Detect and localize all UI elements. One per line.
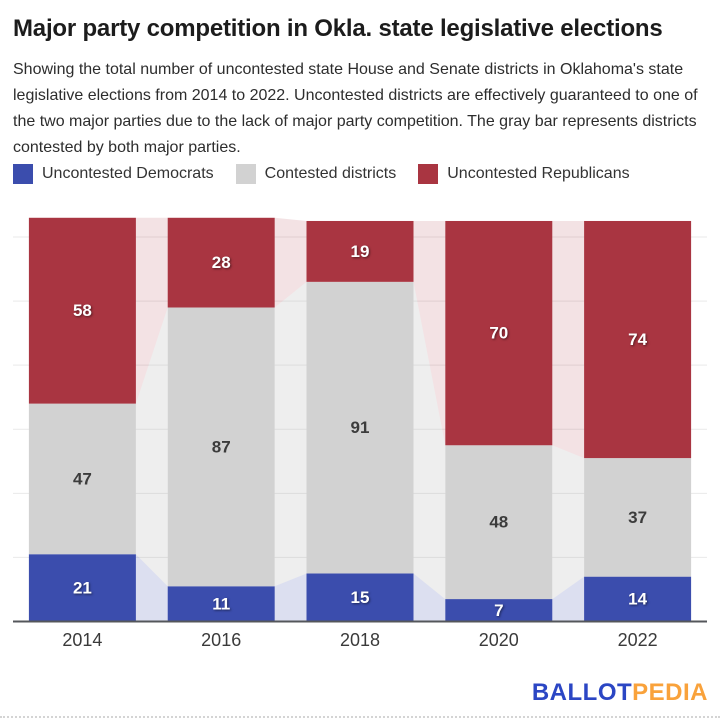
- bar-segment-democrats-2014[interactable]: [28, 554, 136, 622]
- value-label-contested-2018: 91: [351, 418, 370, 437]
- chart-legend: Uncontested Democrats Contested district…: [13, 163, 630, 185]
- legend-item-uncontested-republicans: Uncontested Republicans: [418, 164, 630, 184]
- connector-democrats: [413, 573, 446, 622]
- chart-description: Showing the total number of uncontested …: [13, 61, 698, 156]
- value-label-democrats-2020: 7: [494, 601, 503, 620]
- legend-label: Uncontested Republicans: [447, 165, 630, 182]
- bar-segment-republicans-2014[interactable]: [28, 217, 136, 404]
- bar-segment-republicans-2020[interactable]: [445, 220, 553, 446]
- page-title: Major party competition in Okla. state l…: [13, 15, 663, 42]
- connector-democrats: [274, 573, 307, 622]
- connector-contested: [135, 307, 168, 587]
- bar-segment-democrats-2020[interactable]: [445, 599, 553, 622]
- bar-segment-democrats-2022[interactable]: [584, 576, 692, 622]
- bar-segment-contested-2018[interactable]: [306, 281, 414, 574]
- connector-democrats: [135, 554, 168, 622]
- value-label-contested-2014: 47: [73, 469, 92, 488]
- legend-label: Uncontested Democrats: [42, 165, 214, 182]
- x-axis-label-2016: 2016: [201, 630, 241, 650]
- ballotpedia-logo: BALLOTPEDIA: [532, 679, 708, 707]
- logo-ballot-text: BALLOT: [531, 679, 633, 706]
- value-label-republicans-2022: 74: [628, 330, 647, 349]
- legend-item-contested-districts: Contested districts: [235, 164, 397, 184]
- legend-item-uncontested-democrats: Uncontested Democrats: [13, 164, 214, 184]
- bar-segment-contested-2022[interactable]: [584, 458, 692, 577]
- value-label-republicans-2020: 70: [489, 324, 508, 343]
- bottom-dotted-divider: [0, 716, 720, 718]
- bar-segment-republicans-2018[interactable]: [306, 220, 414, 282]
- connector-republicans: [274, 217, 307, 308]
- contested-color-swatch-icon: [235, 164, 256, 184]
- legend-label: Contested districts: [264, 165, 397, 182]
- logo-pedia-text: PEDIA: [632, 679, 708, 706]
- bar-segment-contested-2016[interactable]: [167, 307, 275, 587]
- connector-contested: [552, 445, 585, 600]
- bar-segment-republicans-2022[interactable]: [584, 220, 692, 459]
- value-label-democrats-2018: 15: [351, 588, 370, 607]
- x-axis-label-2020: 2020: [479, 630, 519, 650]
- democrat-color-swatch-icon: [13, 164, 33, 184]
- x-axis-label-2014: 2014: [62, 630, 102, 650]
- x-axis-label-2018: 2018: [340, 630, 380, 650]
- value-label-contested-2022: 37: [628, 508, 647, 527]
- connector-republicans: [413, 220, 446, 446]
- bar-segment-democrats-2018[interactable]: [306, 573, 414, 622]
- value-label-republicans-2014: 58: [73, 301, 92, 320]
- value-label-republicans-2018: 19: [351, 242, 370, 261]
- value-label-democrats-2014: 21: [73, 578, 92, 597]
- value-label-democrats-2016: 11: [212, 594, 230, 613]
- value-label-democrats-2022: 14: [628, 590, 647, 609]
- connector-contested: [274, 281, 307, 587]
- x-axis-label-2022: 2022: [618, 630, 658, 650]
- republican-color-swatch-icon: [418, 164, 439, 184]
- bar-segment-contested-2014[interactable]: [28, 403, 136, 555]
- connector-contested: [413, 281, 446, 600]
- value-label-contested-2016: 87: [212, 437, 231, 456]
- connector-democrats: [552, 576, 585, 622]
- connector-republicans: [552, 220, 585, 459]
- bar-segment-contested-2020[interactable]: [445, 445, 553, 600]
- bar-segment-republicans-2016[interactable]: [167, 217, 275, 308]
- value-label-republicans-2016: 28: [212, 253, 231, 272]
- value-label-contested-2020: 48: [489, 513, 508, 532]
- connector-republicans: [135, 217, 168, 404]
- bar-segment-democrats-2016[interactable]: [167, 586, 275, 622]
